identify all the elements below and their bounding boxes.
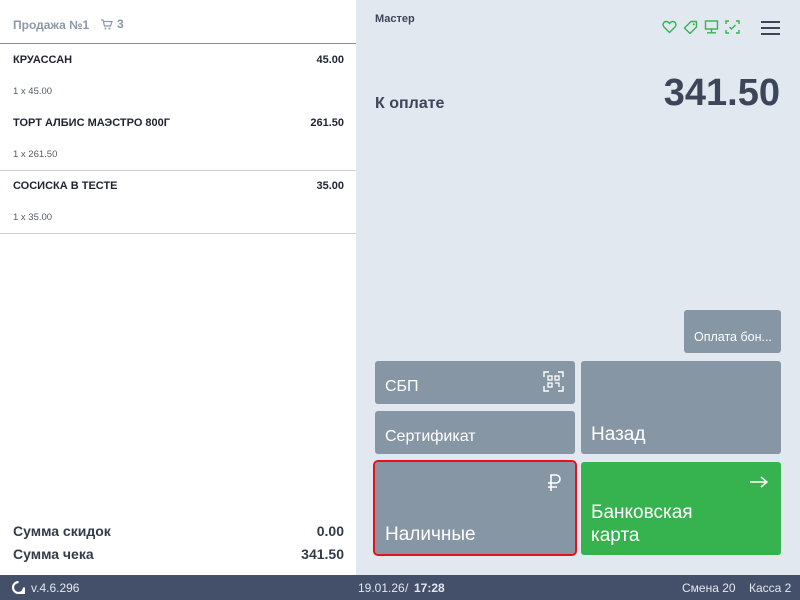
certificate-button[interactable]: Сертификат (375, 411, 575, 454)
to-pay-label: К оплате (375, 95, 445, 112)
item-qty: 1 x 45.00 (13, 86, 53, 97)
cash-button[interactable]: Наличные (373, 460, 577, 556)
register: Касса 2 (749, 581, 792, 595)
heart-icon[interactable] (662, 20, 677, 34)
status-icons (662, 20, 740, 34)
cart-counter: 3 (101, 17, 124, 31)
button-label: СБП (385, 378, 419, 395)
discount-row: Сумма скидок 0.00 (13, 523, 344, 539)
time: 17:28 (414, 581, 445, 595)
app-logo-icon (12, 581, 25, 594)
back-button[interactable]: Назад (581, 361, 781, 454)
menu-icon[interactable] (761, 21, 780, 35)
monitor-icon[interactable] (704, 20, 719, 34)
cart-icon (101, 18, 113, 29)
scan-check-icon[interactable] (725, 20, 740, 34)
button-label: Назад (591, 424, 646, 445)
discount-value: 0.00 (316, 523, 344, 539)
item-price: 35.00 (316, 180, 344, 192)
bank-card-button[interactable]: Банковская карта (581, 462, 781, 555)
list-item[interactable]: КРУАССАН 45.00 1 x 45.00 (0, 44, 356, 107)
button-label: Сертификат (385, 428, 476, 445)
item-price: 45.00 (316, 54, 344, 66)
bonus-payment-button[interactable]: Оплата бон... (684, 310, 781, 353)
status-bar: v.4.6.296 19.01.26 / 17:28 Смена 20 Касс… (0, 575, 800, 600)
total-value: 341.50 (301, 546, 344, 562)
item-qty: 1 x 261.50 (13, 149, 58, 160)
arrow-right-icon (750, 476, 768, 488)
receipt-panel: Продажа №1 3 КРУАССАН 45.00 1 x 45.00 ТО… (0, 0, 356, 575)
button-label: Банковская карта (591, 502, 693, 546)
cashier-name: Мастер (375, 13, 415, 25)
sale-title[interactable]: Продажа №1 (13, 18, 90, 32)
total-label: Сумма чека (13, 546, 94, 562)
to-pay-amount: 341.50 (663, 72, 780, 114)
tag-icon[interactable] (683, 20, 698, 34)
button-label: Оплата бон... (694, 330, 772, 344)
item-name: КРУАССАН (13, 54, 73, 66)
date: 19.01.26 (358, 581, 405, 595)
item-name: СОСИСКА В ТЕСТЕ (13, 180, 118, 192)
ruble-icon (548, 474, 561, 491)
sbp-button[interactable]: СБП (375, 361, 575, 404)
item-qty: 1 x 35.00 (13, 212, 53, 223)
discount-label: Сумма скидок (13, 523, 111, 539)
item-price: 261.50 (310, 117, 344, 129)
button-label: Наличные (385, 524, 476, 545)
app-version: v.4.6.296 (31, 581, 80, 595)
list-item[interactable]: ТОРТ АЛБИС МАЭСТРО 800Г 261.50 1 x 261.5… (0, 107, 356, 171)
item-name: ТОРТ АЛБИС МАЭСТРО 800Г (13, 117, 171, 129)
list-item[interactable]: СОСИСКА В ТЕСТЕ 35.00 1 x 35.00 (0, 170, 356, 234)
total-row: Сумма чека 341.50 (13, 546, 344, 562)
qr-code-icon (543, 371, 564, 392)
cart-count: 3 (117, 17, 124, 31)
receipt-header: Продажа №1 3 (0, 0, 356, 44)
shift: Смена 20 (682, 581, 736, 595)
